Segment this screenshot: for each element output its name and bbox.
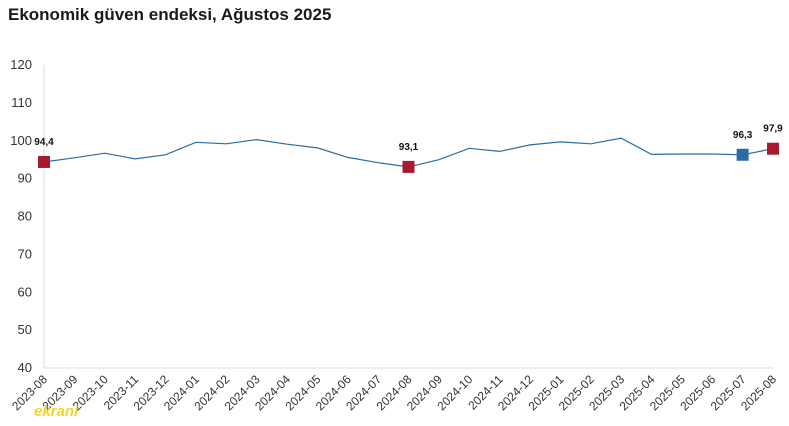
y-tick-label: 120 bbox=[10, 57, 32, 72]
data-label: 96,3 bbox=[733, 130, 753, 141]
x-axis: 2023-082023-092023-102023-112023-122024-… bbox=[9, 367, 779, 413]
data-point-marker bbox=[736, 148, 749, 161]
data-point-marker bbox=[38, 155, 50, 168]
y-axis: 40 50 60 70 80 90 100 110 120 bbox=[10, 57, 45, 375]
data-label: 94,4 bbox=[34, 137, 54, 148]
marker-layer: 94,4 93,1 96,3 97,9 bbox=[34, 124, 783, 173]
data-label: 93,1 bbox=[399, 142, 419, 153]
data-point-marker bbox=[402, 160, 415, 173]
y-tick-label: 70 bbox=[18, 246, 32, 261]
y-tick-label: 60 bbox=[18, 284, 32, 299]
y-tick-label: 90 bbox=[18, 171, 32, 186]
y-tick-label: 110 bbox=[11, 95, 32, 110]
y-tick-label: 80 bbox=[18, 209, 32, 224]
y-tick-label: 100 bbox=[10, 133, 32, 148]
y-tick-label: 40 bbox=[18, 360, 32, 375]
data-point-marker bbox=[767, 142, 779, 155]
watermark-logo: ekrani bbox=[34, 403, 79, 420]
data-label: 97,9 bbox=[763, 124, 783, 135]
y-tick-label: 50 bbox=[18, 322, 32, 337]
chart-title: Ekonomik güven endeksi, Ağustos 2025 bbox=[8, 5, 332, 24]
